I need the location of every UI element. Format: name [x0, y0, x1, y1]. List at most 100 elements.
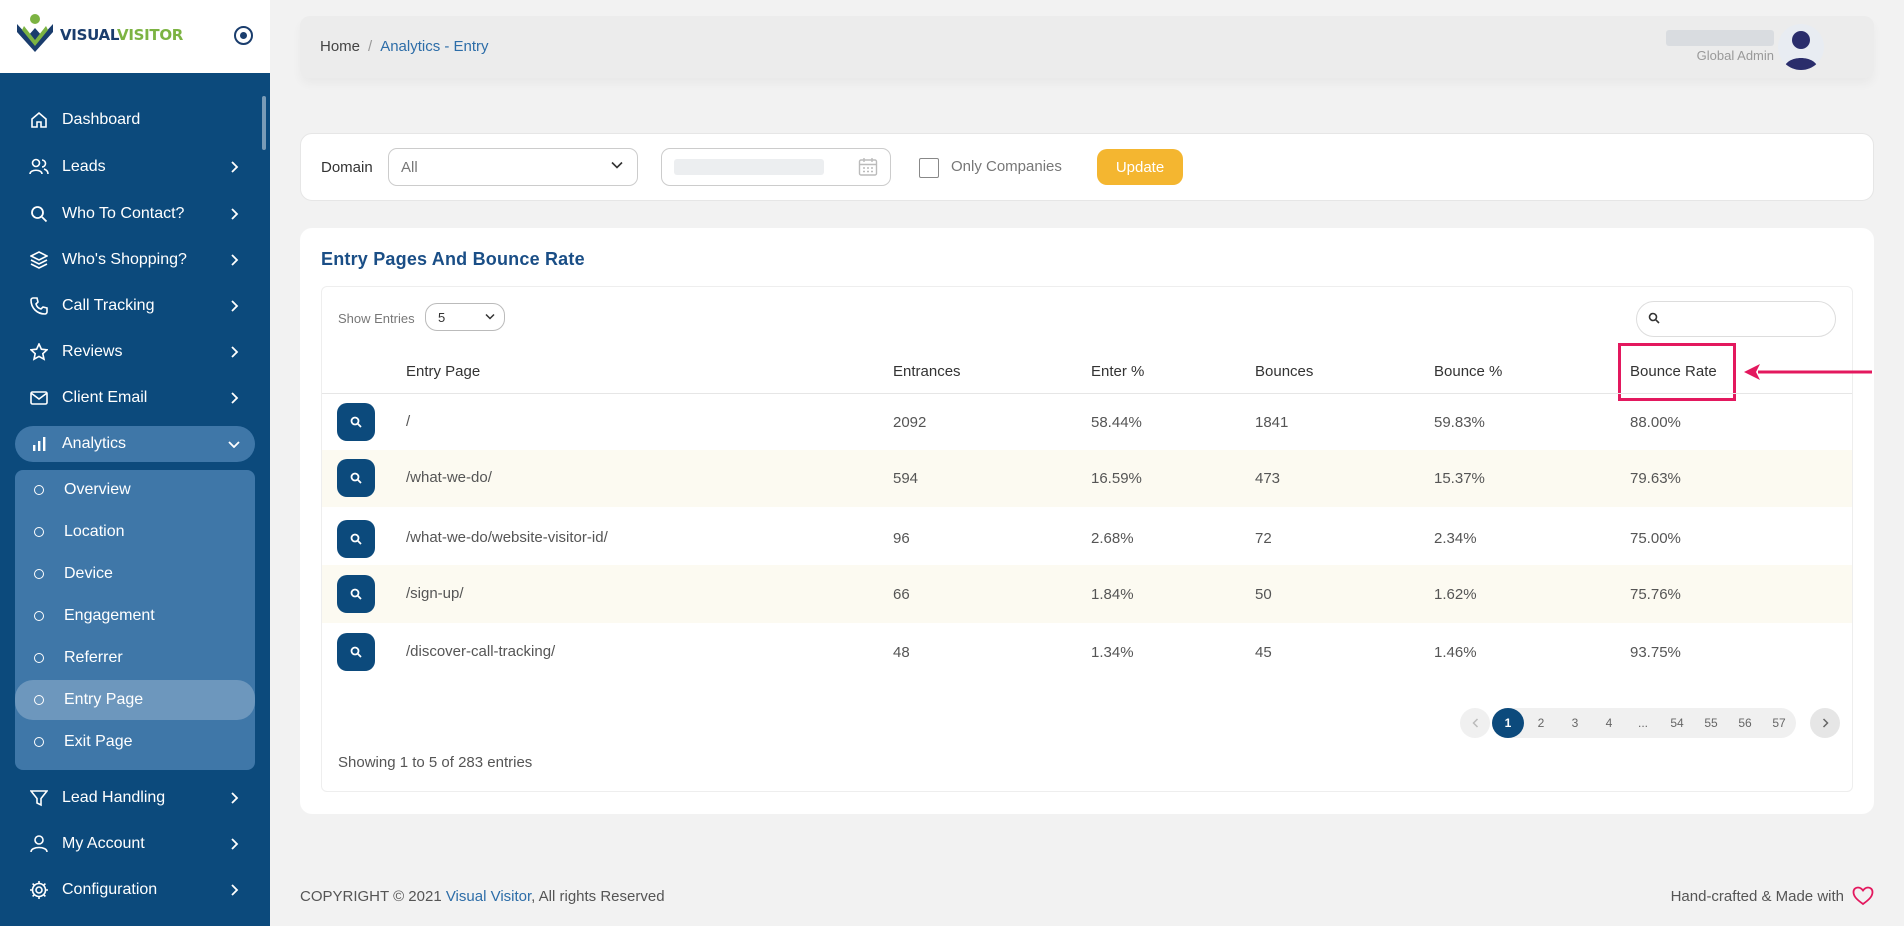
pagination: 1 2 3 4 ... 54 55 56 57: [1492, 708, 1796, 738]
avatar[interactable]: [1778, 24, 1824, 70]
sidebar-item-label: Lead Handling: [62, 789, 166, 806]
sidebar-item-label: Configuration: [62, 881, 158, 898]
column-header-bounce-pct[interactable]: Bounce %: [1434, 363, 1503, 380]
submenu-item-exit-page[interactable]: Exit Page: [15, 722, 255, 762]
submenu-item-device[interactable]: Device: [15, 554, 255, 594]
sidebar-item-leads[interactable]: Leads: [15, 149, 255, 185]
page-button-3[interactable]: 3: [1571, 716, 1579, 730]
search-icon: [350, 533, 362, 545]
row-search-button[interactable]: [337, 459, 375, 497]
submenu-item-engagement[interactable]: Engagement: [15, 596, 255, 636]
cell-entry-page: /discover-call-tracking/: [406, 643, 556, 660]
cell-bounce-pct: 1.46%: [1434, 644, 1477, 661]
star-icon: [28, 341, 50, 363]
date-range-value-redacted: [674, 159, 824, 175]
user-avatar-icon: [1784, 31, 1818, 70]
top-bar: Home / Analytics - Entry Global Admin: [300, 16, 1874, 78]
breadcrumb-home[interactable]: Home: [320, 38, 361, 55]
cell-bounce-rate: 75.76%: [1630, 586, 1681, 603]
show-entries-select[interactable]: 5: [425, 303, 505, 331]
circle-icon: [34, 653, 44, 663]
chevron-right-icon: [231, 208, 239, 220]
brand-name-part2: VISITOR: [117, 26, 184, 44]
cell-bounce-rate: 75.00%: [1630, 530, 1681, 547]
column-header-bounce-rate[interactable]: Bounce Rate: [1630, 363, 1717, 380]
submenu-item-referrer[interactable]: Referrer: [15, 638, 255, 678]
sidebar-item-whos-shopping[interactable]: Who's Shopping?: [15, 242, 255, 278]
search-icon: [350, 472, 362, 484]
analytics-submenu: Overview Location Device Engagement Refe…: [15, 470, 255, 770]
sidebar: VISUALVISITOR Dashboard Leads Who To Con…: [0, 0, 270, 926]
page-button-4[interactable]: 4: [1605, 716, 1613, 730]
page-button-2[interactable]: 2: [1537, 716, 1545, 730]
sidebar-scrollbar[interactable]: [262, 96, 266, 150]
sidebar-item-my-account[interactable]: My Account: [15, 826, 255, 862]
page-button-56[interactable]: 56: [1738, 716, 1752, 730]
page-button-55[interactable]: 55: [1704, 716, 1718, 730]
sidebar-item-label: My Account: [62, 835, 145, 852]
chevron-right-icon: [231, 300, 239, 312]
page-button-54[interactable]: 54: [1670, 716, 1684, 730]
sidebar-item-label: Call Tracking: [62, 297, 155, 314]
date-range-input[interactable]: [661, 148, 891, 186]
table-search-input[interactable]: [1636, 301, 1836, 337]
row-search-button[interactable]: [337, 575, 375, 613]
table-row: / 2092 58.44% 1841 59.83% 88.00%: [322, 394, 1852, 450]
chevron-down-icon: [485, 313, 495, 320]
submenu-item-entry-page[interactable]: Entry Page: [15, 680, 255, 720]
cell-entrances: 594: [893, 470, 919, 487]
footer-copyright-prefix: COPYRIGHT © 2021: [300, 888, 446, 905]
showing-entries-text: Showing 1 to 5 of 283 entries: [338, 754, 533, 771]
sidebar-item-who-to-contact[interactable]: Who To Contact?: [15, 196, 255, 232]
domain-select-value: All: [401, 158, 418, 176]
footer-company-link[interactable]: Visual Visitor: [445, 888, 532, 905]
cell-bounce-pct: 2.34%: [1434, 530, 1477, 547]
brand-logo-icon: [17, 14, 53, 52]
submenu-item-label: Overview: [64, 481, 131, 498]
sidebar-item-analytics[interactable]: Analytics: [15, 426, 255, 462]
page-button-1[interactable]: 1: [1492, 708, 1524, 738]
sidebar-item-label: Who's Shopping?: [62, 251, 187, 268]
cell-enter-pct: 58.44%: [1091, 414, 1142, 431]
sidebar-item-configuration[interactable]: Configuration: [15, 872, 255, 908]
sidebar-item-lead-handling[interactable]: Lead Handling: [15, 780, 255, 816]
search-icon: [350, 588, 362, 600]
column-header-enter-pct[interactable]: Enter %: [1091, 363, 1145, 380]
header-divider: [322, 393, 1852, 394]
domain-select[interactable]: All: [388, 148, 638, 186]
cell-entrances: 96: [893, 530, 910, 547]
circle-icon: [34, 611, 44, 621]
gear-icon: [28, 879, 50, 901]
row-search-button[interactable]: [337, 520, 375, 558]
sidebar-item-dashboard[interactable]: Dashboard: [15, 102, 255, 138]
only-companies-label[interactable]: Only Companies: [951, 158, 1062, 175]
table-row: /what-we-do/ 594 16.59% 473 15.37% 79.63…: [322, 450, 1852, 507]
pagination-prev-button[interactable]: [1460, 708, 1490, 738]
circle-icon: [34, 695, 44, 705]
sidebar-item-reviews[interactable]: Reviews: [15, 334, 255, 370]
column-header-entrances[interactable]: Entrances: [893, 363, 961, 380]
calendar-icon[interactable]: [858, 157, 878, 177]
chevron-right-icon: [231, 838, 239, 850]
update-button[interactable]: Update: [1097, 149, 1183, 185]
users-icon: [28, 156, 50, 178]
sidebar-item-call-tracking[interactable]: Call Tracking: [15, 288, 255, 324]
column-header-bounces[interactable]: Bounces: [1255, 363, 1314, 380]
page-ellipsis: ...: [1637, 716, 1648, 730]
only-companies-checkbox[interactable]: [919, 158, 939, 178]
column-header-entry-page[interactable]: Entry Page: [406, 363, 481, 380]
sidebar-item-client-email[interactable]: Client Email: [15, 380, 255, 416]
annotation-arrow-icon: [1744, 364, 1872, 380]
search-icon: [28, 203, 50, 225]
page-button-57[interactable]: 57: [1772, 716, 1786, 730]
cell-entrances: 2092: [893, 414, 927, 431]
breadcrumb-current: Analytics - Entry: [380, 38, 489, 55]
row-search-button[interactable]: [337, 633, 375, 671]
filter-icon: [28, 787, 50, 809]
pagination-next-button[interactable]: [1810, 708, 1840, 738]
row-search-button[interactable]: [337, 403, 375, 441]
chevron-down-icon: [228, 441, 240, 448]
sidebar-toggle-icon[interactable]: [234, 26, 253, 45]
submenu-item-location[interactable]: Location: [15, 512, 255, 552]
submenu-item-overview[interactable]: Overview: [15, 470, 255, 510]
